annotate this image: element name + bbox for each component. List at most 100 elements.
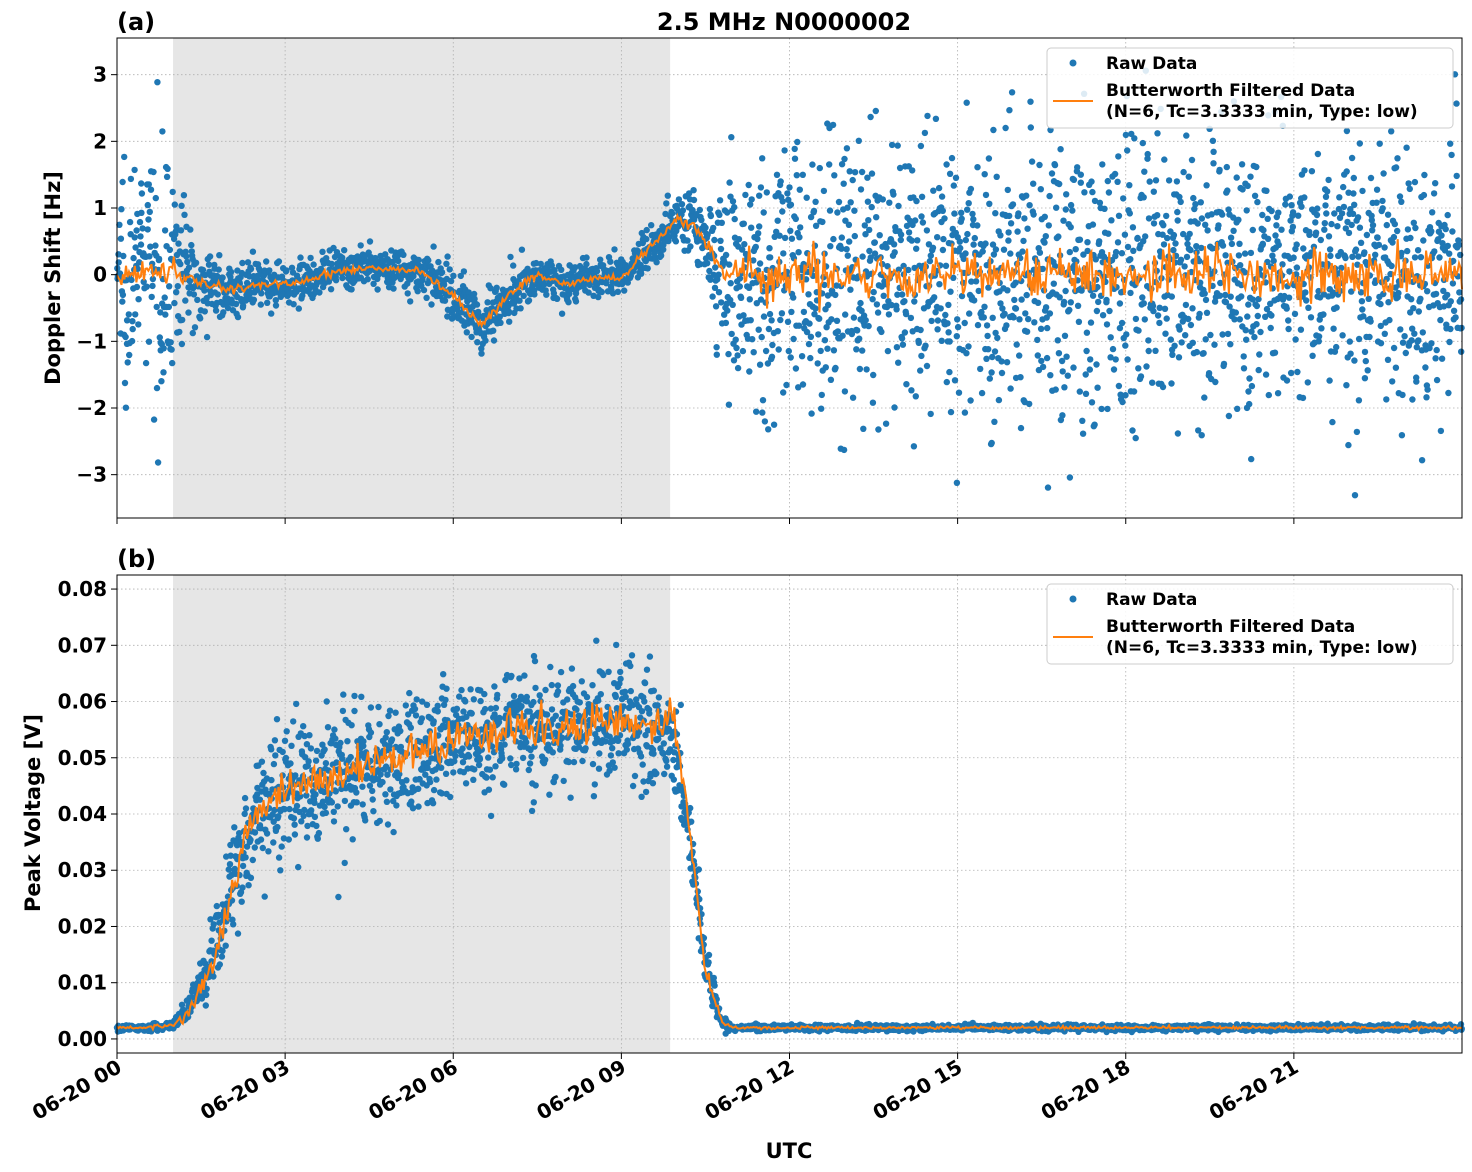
raw-data-point <box>1193 348 1201 356</box>
raw-data-point <box>763 189 770 196</box>
raw-data-point <box>913 197 920 205</box>
raw-data-point <box>1254 198 1261 206</box>
raw-data-point <box>882 420 890 427</box>
raw-data-point <box>536 692 543 699</box>
raw-data-point <box>313 822 320 830</box>
raw-data-point <box>367 729 375 736</box>
raw-data-point <box>1223 163 1231 171</box>
raw-data-point <box>905 229 913 236</box>
raw-data-point <box>1295 212 1302 219</box>
raw-data-point <box>1122 392 1129 399</box>
raw-data-point <box>598 288 605 296</box>
raw-data-point <box>162 311 169 318</box>
raw-data-point <box>710 224 717 232</box>
raw-data-point <box>858 168 866 176</box>
raw-data-point <box>597 256 604 263</box>
raw-data-point <box>907 314 915 322</box>
raw-data-point <box>402 702 409 709</box>
raw-data-point <box>273 716 281 723</box>
raw-data-point <box>1187 321 1195 329</box>
raw-data-point <box>505 308 513 315</box>
raw-data-point <box>734 352 741 359</box>
panel-label: (a) <box>117 8 155 36</box>
raw-data-point <box>1308 168 1316 175</box>
raw-data-point <box>507 755 514 762</box>
raw-data-point <box>442 696 449 704</box>
raw-data-point <box>809 161 816 168</box>
legend-raw-label: Raw Data <box>1106 54 1197 74</box>
raw-data-point <box>989 314 996 321</box>
raw-data-point <box>747 317 754 324</box>
raw-data-point <box>1247 173 1254 180</box>
raw-data-point <box>167 339 174 346</box>
raw-data-point <box>845 221 853 228</box>
raw-data-point <box>859 253 866 260</box>
raw-data-point <box>548 681 555 689</box>
raw-data-point <box>654 702 661 709</box>
raw-data-point <box>847 286 854 293</box>
raw-data-point <box>1361 375 1369 382</box>
raw-data-point <box>1388 262 1395 270</box>
raw-data-point <box>1101 205 1108 212</box>
raw-data-point <box>468 710 475 717</box>
raw-data-point <box>774 217 781 224</box>
raw-data-point <box>554 688 562 695</box>
raw-data-point <box>1019 248 1026 255</box>
raw-data-point <box>263 258 270 265</box>
raw-data-point <box>386 707 394 714</box>
raw-data-point <box>731 215 738 223</box>
raw-data-point <box>1432 180 1439 187</box>
raw-data-point <box>1160 222 1167 229</box>
raw-data-point <box>1203 309 1211 316</box>
raw-data-point <box>470 776 477 783</box>
raw-data-point <box>226 861 234 868</box>
raw-data-point <box>1246 375 1253 382</box>
raw-data-point <box>607 752 615 759</box>
raw-data-point <box>1060 217 1067 224</box>
raw-data-point <box>392 709 399 716</box>
raw-data-point <box>281 737 289 744</box>
raw-data-point <box>547 663 554 671</box>
raw-data-point <box>483 774 490 781</box>
raw-data-point <box>1420 191 1428 199</box>
raw-data-point <box>1402 349 1410 357</box>
raw-data-point <box>119 178 126 186</box>
raw-data-point <box>793 172 800 179</box>
y-axis-label: Doppler Shift [Hz] <box>41 171 65 385</box>
raw-data-point <box>874 309 882 316</box>
raw-data-point <box>1025 315 1032 323</box>
raw-data-point <box>463 329 470 336</box>
raw-data-point <box>496 313 503 320</box>
raw-data-point <box>457 272 464 280</box>
raw-data-point <box>1375 241 1383 249</box>
raw-data-point <box>1185 173 1193 180</box>
raw-data-point <box>283 728 290 735</box>
raw-data-point <box>1379 197 1386 205</box>
raw-data-point <box>792 365 800 372</box>
raw-data-point <box>1369 222 1377 229</box>
raw-data-point <box>1115 382 1123 390</box>
raw-data-point <box>121 153 128 161</box>
raw-data-point <box>1044 324 1051 332</box>
raw-data-point <box>941 215 948 222</box>
raw-data-point <box>1245 388 1252 395</box>
raw-data-point <box>1432 355 1439 362</box>
raw-data-point <box>1326 377 1333 384</box>
raw-data-point <box>491 683 498 690</box>
raw-data-point <box>998 358 1005 365</box>
raw-data-point <box>239 302 247 309</box>
raw-data-point <box>576 699 583 706</box>
raw-data-point <box>1364 367 1371 374</box>
raw-data-point <box>145 338 153 345</box>
raw-data-point <box>370 280 377 287</box>
raw-data-point <box>1176 326 1183 333</box>
raw-data-point <box>1328 220 1335 228</box>
raw-data-point <box>1012 279 1019 286</box>
raw-data-point <box>931 294 938 301</box>
raw-data-point <box>596 750 603 757</box>
raw-data-point <box>184 258 191 266</box>
raw-data-point <box>646 710 653 717</box>
raw-data-point <box>1403 144 1410 151</box>
raw-data-point <box>303 834 311 841</box>
raw-data-point <box>1453 172 1460 180</box>
